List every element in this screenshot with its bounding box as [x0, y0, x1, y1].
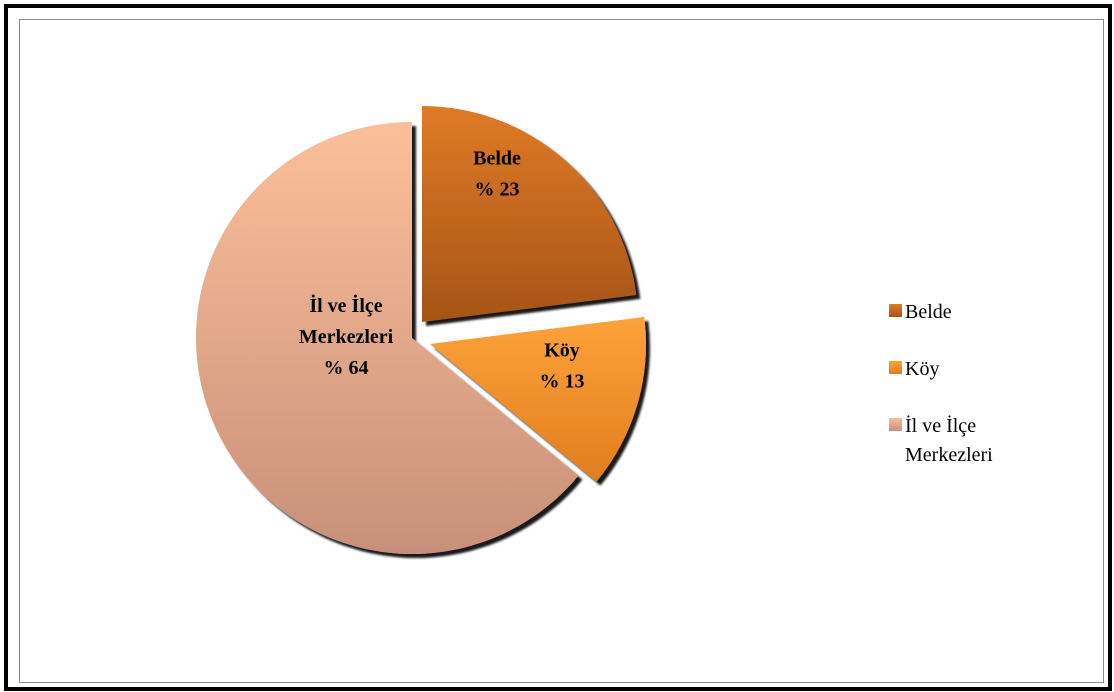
legend-swatch: [889, 418, 902, 431]
legend-item-2: Köy: [889, 358, 939, 380]
slice-data-label-2: Köy% 13: [540, 340, 585, 393]
legend-item-3: İl ve İlçe Merkezleri: [889, 414, 993, 466]
pie-slice-2: [430, 316, 647, 482]
chart-outer-frame: [4, 4, 1112, 691]
legend-label: Belde: [905, 301, 952, 323]
legend-label: İl ve İlçe Merkezleri: [905, 414, 993, 466]
pie-slice-3: [195, 121, 579, 554]
slice-labels: Belde% 23 Köy% 13 İl ve İlçe Merkezleri% 64: [299, 148, 585, 393]
legend-label: Köy: [905, 358, 939, 380]
legend-swatch: [889, 361, 902, 374]
pie-slice-1: [422, 106, 637, 322]
legend-item-1: Belde: [889, 301, 952, 323]
slice-data-label-3: İl ve İlçe Merkezleri% 64: [299, 293, 394, 379]
slice-data-label-1: Belde% 23: [473, 148, 521, 201]
legend-swatch: [889, 304, 902, 317]
legend: Belde Köy İl ve İlçe Merkezleri: [889, 301, 993, 466]
pie-slices: [195, 106, 647, 554]
